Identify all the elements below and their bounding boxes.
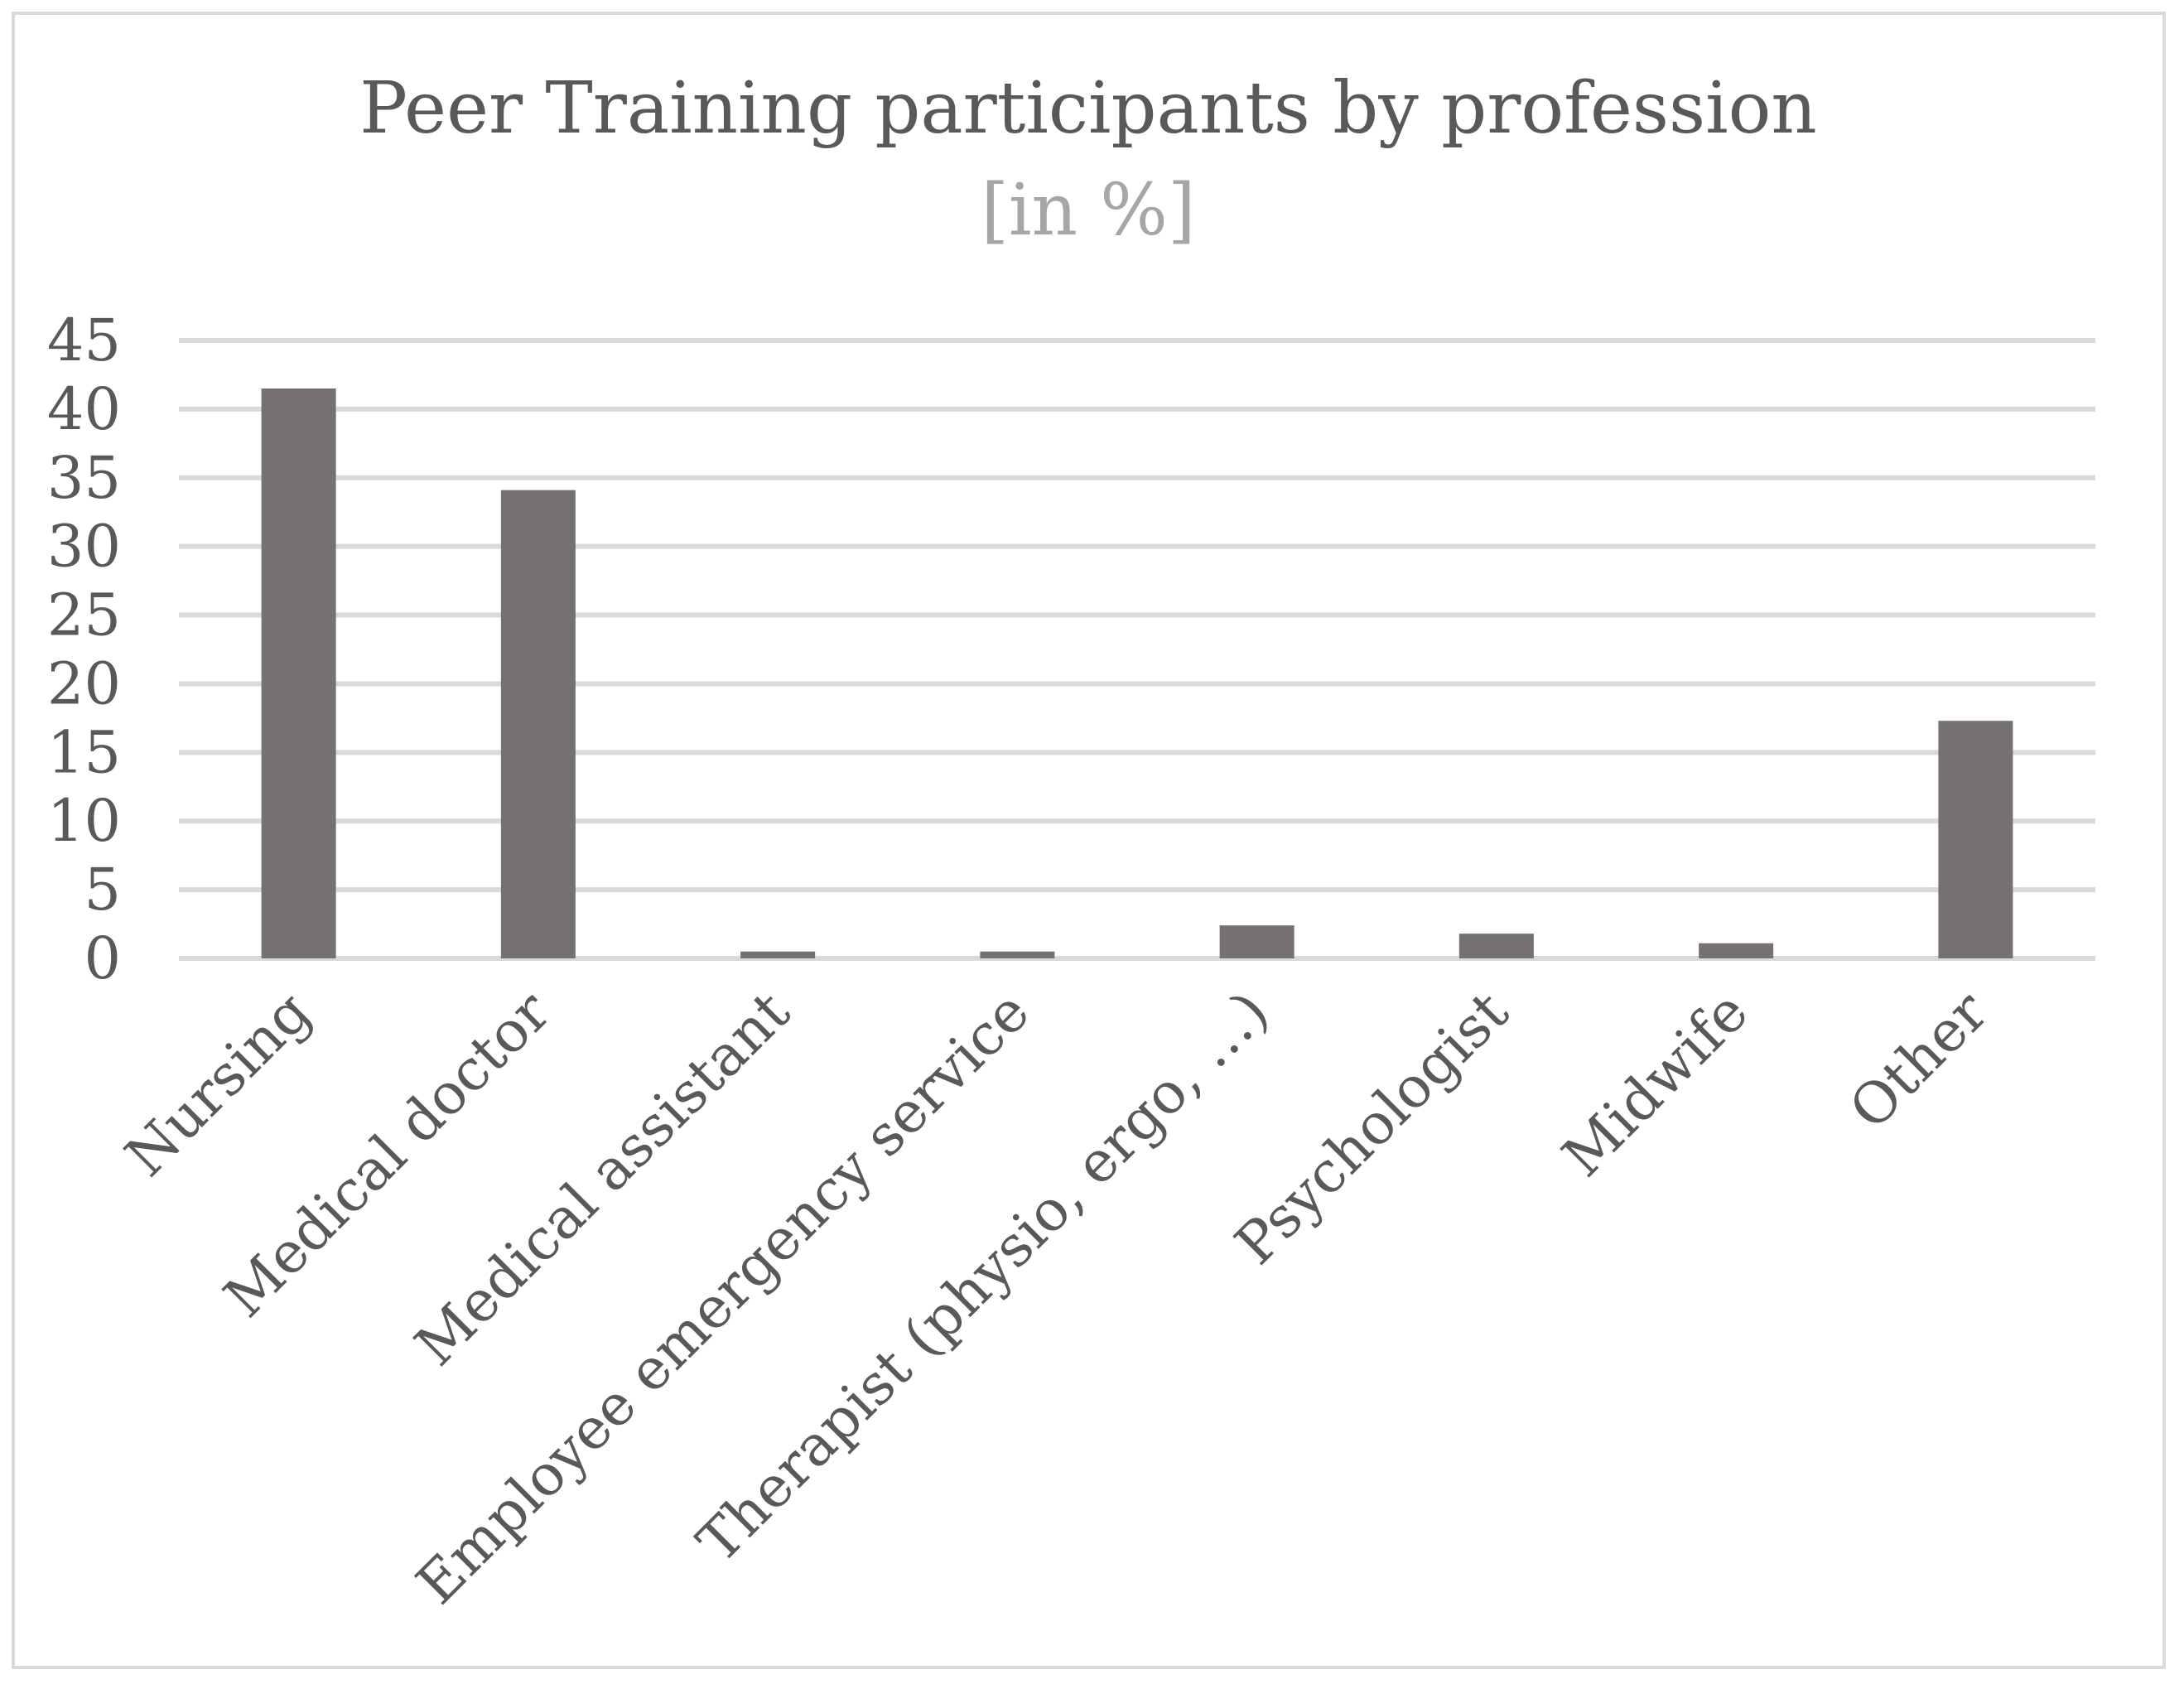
x-category-label: Other xyxy=(1837,979,2000,1142)
bar xyxy=(500,490,576,958)
y-tick-label: 15 xyxy=(47,718,121,786)
y-tick-label: 0 xyxy=(84,924,121,992)
y-tick-label: 10 xyxy=(47,787,121,855)
y-tick-label: 5 xyxy=(84,856,121,924)
y-tick-label: 30 xyxy=(47,513,121,581)
bar-chart: Peer Training participants by profession… xyxy=(47,67,2095,1617)
bars xyxy=(261,388,2013,958)
x-category-label: Midwife xyxy=(1550,979,1761,1189)
bar xyxy=(1938,721,2013,958)
y-tick-label: 40 xyxy=(47,375,121,443)
gridlines xyxy=(179,338,2095,961)
chart-subtitle: [in %] xyxy=(981,169,1195,252)
x-category-label: Nursing xyxy=(113,979,324,1189)
y-tick-label: 45 xyxy=(47,306,121,374)
y-tick-label: 25 xyxy=(47,581,121,649)
chart-frame: Peer Training participants by profession… xyxy=(12,12,2166,1669)
bar xyxy=(1699,943,1774,958)
bar xyxy=(980,951,1055,958)
y-tick-label: 20 xyxy=(47,649,121,717)
bar xyxy=(261,388,336,958)
bar xyxy=(1458,934,1534,958)
y-tick-label: 35 xyxy=(47,444,121,512)
chart-title: Peer Training participants by profession xyxy=(359,67,1817,150)
bar xyxy=(740,951,816,958)
bar xyxy=(1219,925,1294,958)
